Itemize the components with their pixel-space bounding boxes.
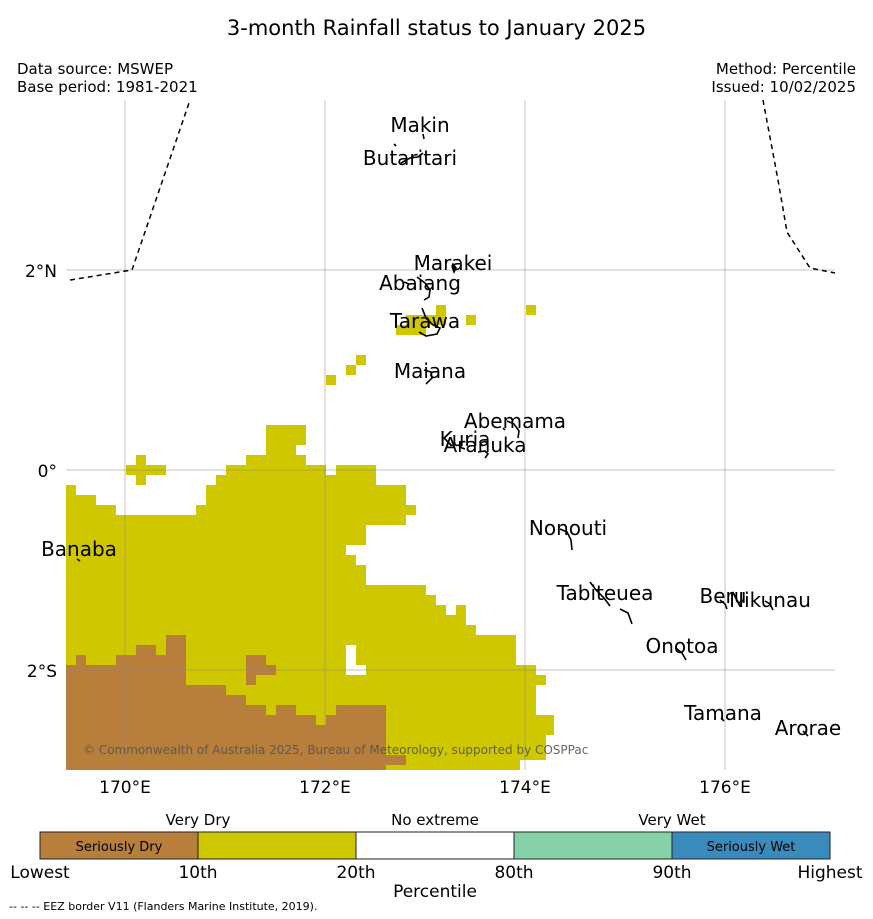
place-label-arorae: Arorae: [775, 716, 841, 740]
legend-swatch: [197, 831, 357, 860]
abemama-island-shape: [502, 420, 520, 439]
legend-tick-label: 10th: [178, 863, 217, 883]
latitude-label: 0°: [38, 462, 57, 482]
place-label-abaiang: Abaiang: [379, 271, 461, 295]
legend-swatch: [39, 831, 199, 860]
nikunau-island-shape: [764, 600, 774, 611]
place-label-aranuka: Aranuka: [444, 433, 527, 457]
place-label-tarawa: Tarawa: [389, 309, 460, 333]
legend-swatch: [671, 831, 831, 860]
legend-tick-label: 90th: [652, 863, 691, 883]
place-label-onotoa: Onotoa: [646, 634, 719, 658]
place-label-tabiteuea: Tabiteuea: [556, 581, 654, 605]
kuria-island-shape: [458, 444, 466, 450]
abaiang-island-shape: [403, 276, 431, 301]
island-outlines: [76, 133, 809, 737]
longitude-label: 176°E: [699, 778, 751, 798]
place-label-kuria: Kuria: [440, 427, 491, 451]
place-label-butaritari: Butaritari: [363, 146, 457, 170]
maiana-island-shape: [423, 369, 433, 385]
no-extreme-area: [346, 645, 366, 675]
rainfall-anomaly-layer: [66, 305, 554, 770]
onotoa-island-shape: [675, 647, 687, 661]
axis-labels: 170°E 172°E 174°E 176°E 2°N 0° 2°S: [25, 262, 751, 798]
longitude-label: 170°E: [99, 778, 151, 798]
legend-header: No extreme: [391, 811, 479, 829]
place-label-abemama: Abemama: [464, 409, 566, 433]
place-label-beru: Beru: [700, 584, 747, 608]
base-period-text: Base period: 1981-2021: [17, 78, 198, 96]
butaritari-island-shape: [400, 152, 424, 164]
latitude-label: 2°S: [27, 662, 57, 682]
tamana-island-shape: [720, 717, 725, 722]
marakei-island-shape: [451, 262, 457, 275]
legend-swatch: [355, 831, 515, 860]
very-dry-area: [346, 365, 356, 375]
longitude-label: 174°E: [499, 778, 551, 798]
percentile-legend: Very Dry No extreme Very Wet Seriously Dry S…: [10, 811, 863, 902]
tabiteuea-island-shape: [589, 581, 633, 625]
place-label-marakei: Marakei: [414, 251, 493, 275]
eez-line-east: [762, 99, 836, 274]
banaba-island-shape: [76, 558, 81, 562]
very-dry-area: [356, 355, 366, 365]
legend-swatch-label: Seriously Wet: [707, 840, 796, 855]
eez-line-west: [69, 99, 191, 281]
very-dry-area: [466, 315, 476, 325]
issued-text: Issued: 10/02/2025: [711, 78, 856, 96]
place-label-nikunau: Nikunau: [729, 588, 811, 612]
very-dry-area: [326, 375, 336, 385]
eez-footnote: -- -- -- EEZ border V11 (Flanders Marine…: [9, 900, 318, 913]
longitude-label: 172°E: [299, 778, 351, 798]
data-source-text: Data source: MSWEP: [17, 60, 174, 78]
legend-tick-label: 80th: [494, 863, 533, 883]
tarawa-island-shape: [418, 307, 442, 337]
very-dry-area: [526, 305, 536, 315]
method-block: Method: Percentile Issued: 10/02/2025: [711, 60, 856, 96]
legend-swatch: [513, 831, 673, 860]
legend-swatch-label: Seriously Dry: [76, 840, 163, 855]
method-text: Method: Percentile: [715, 60, 856, 78]
beru-island-shape: [719, 599, 728, 610]
legend-axis-title: Percentile: [393, 882, 477, 902]
very-dry-area: [396, 305, 446, 335]
legend-header: Very Dry: [166, 811, 231, 829]
legend-tick-label: Highest: [797, 863, 862, 883]
aranuka-island-shape: [477, 450, 490, 459]
map-title: 3-month Rainfall status to January 2025: [226, 16, 647, 40]
arorae-island-shape: [802, 730, 809, 737]
legend-tick-label: Lowest: [10, 863, 70, 883]
place-label-tamana: Tamana: [683, 701, 762, 725]
legend-header: Very Wet: [638, 811, 705, 829]
graticule: [66, 100, 835, 770]
place-label-banaba: Banaba: [41, 537, 117, 561]
latitude-label: 2°N: [25, 262, 57, 282]
place-label-makin: Makin: [390, 113, 449, 137]
place-label-maiana: Maiana: [394, 359, 466, 383]
very-dry-area: [66, 425, 554, 770]
copyright-text: © Commonwealth of Australia 2025, Bureau…: [83, 743, 588, 757]
legend-tick-label: 20th: [336, 863, 375, 883]
place-label-nonouti: Nonouti: [529, 516, 607, 540]
eez-border: [69, 99, 836, 281]
nonouti-island-shape: [559, 528, 573, 551]
data-source-block: Data source: MSWEP Base period: 1981-202…: [17, 60, 198, 96]
seriously-dry-area: [66, 635, 406, 770]
makin-island-shape: [393, 133, 425, 147]
